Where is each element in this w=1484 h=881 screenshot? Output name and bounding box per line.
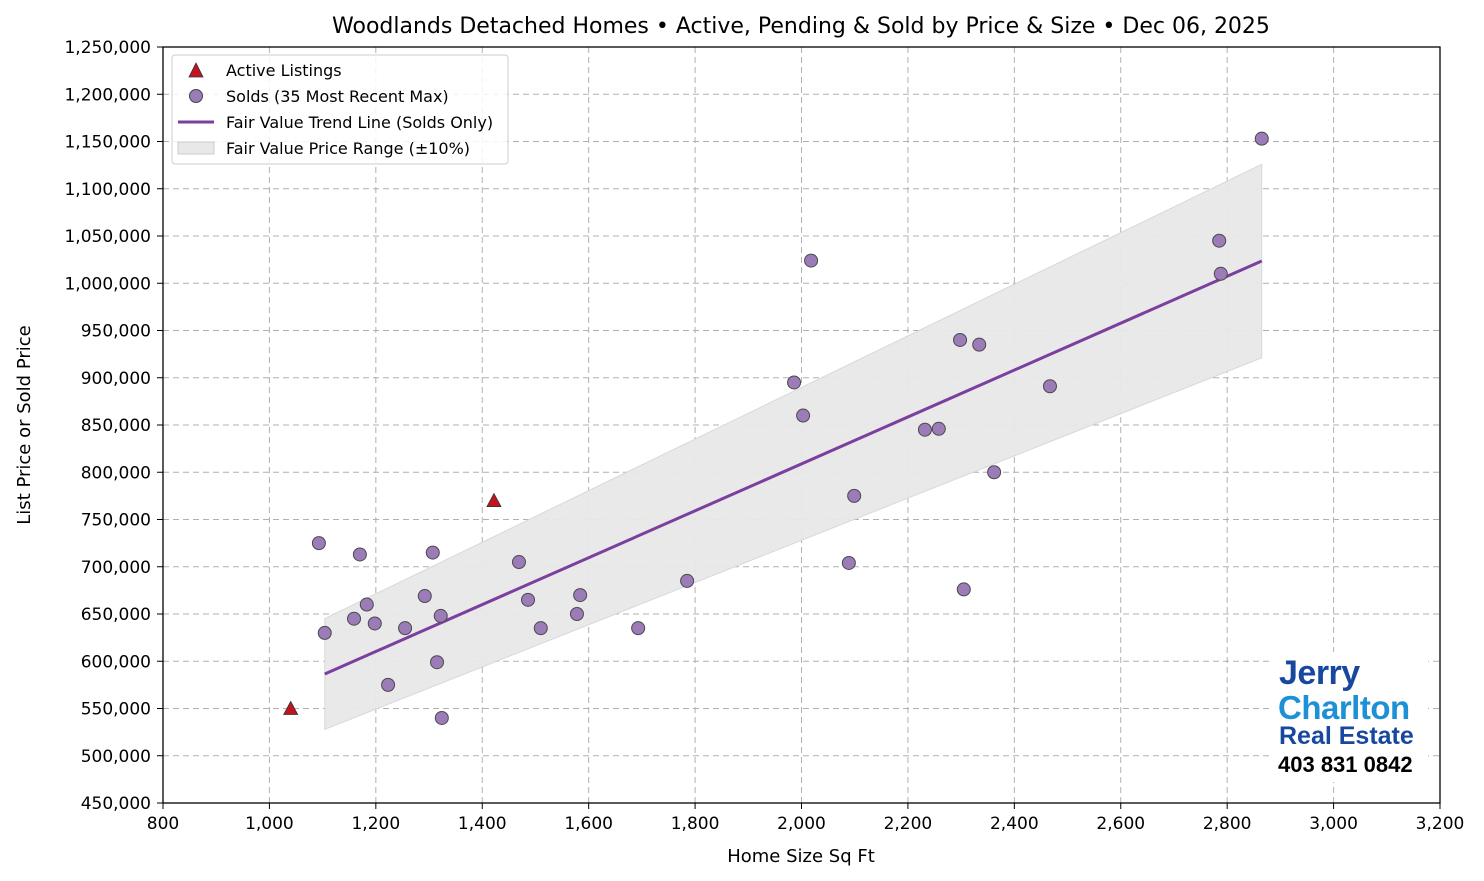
y-tick-label: 750,000 [81, 511, 151, 531]
sold-point [972, 337, 987, 352]
sold-point [347, 611, 362, 626]
x-tick-label: 1,400 [458, 814, 507, 834]
x-tick-label: 800 [147, 814, 179, 834]
sold-point [917, 422, 932, 437]
y-tick-label: 1,250,000 [64, 38, 151, 58]
sold-point [434, 710, 449, 725]
sold-point [680, 573, 695, 588]
sold-point [796, 408, 811, 423]
sold-point [847, 488, 862, 503]
sold-point [573, 588, 588, 603]
sold-point [953, 332, 968, 347]
fair-value-trend-line [324, 259, 1263, 676]
y-tick-label: 1,050,000 [64, 227, 151, 247]
y-tick-label: 850,000 [81, 416, 151, 436]
y-tick-label: 550,000 [81, 700, 151, 720]
legend-circle-icon [189, 89, 203, 103]
sold-point [1042, 379, 1057, 394]
sold-point [841, 555, 856, 570]
ticks: 800 1,000 1,200 1,400 1,600 1,800 2,000 2,200 2,… [64, 38, 1464, 834]
x-tick-label: 1,800 [671, 814, 720, 834]
points [283, 131, 1269, 725]
sold-point [931, 421, 946, 436]
legend-active: Active Listings [226, 61, 342, 80]
sold-point [956, 582, 971, 597]
sold-point [1254, 131, 1269, 146]
sold-point [367, 616, 382, 631]
sold-point [804, 253, 819, 268]
sold-point [533, 621, 548, 636]
x-tick-label: 3,000 [1309, 814, 1358, 834]
legend-band-icon [177, 141, 215, 155]
sold-point [631, 621, 646, 636]
sold-point [1213, 266, 1228, 281]
logo-line2: Charlton [1278, 689, 1410, 726]
sold-point [511, 555, 526, 570]
y-tick-label: 450,000 [81, 794, 151, 814]
sold-point [433, 608, 448, 623]
sold-point [417, 589, 432, 604]
logo-phone: 403 831 0842 [1278, 752, 1413, 777]
y-tick-label: 800,000 [81, 463, 151, 483]
sold-point [787, 375, 802, 390]
legend-trend: Fair Value Trend Line (Solds Only) [226, 113, 493, 132]
sold-point [359, 597, 374, 612]
y-tick-label: 1,150,000 [64, 133, 151, 153]
x-tick-label: 3,200 [1416, 814, 1465, 834]
x-tick-label: 2,800 [1203, 814, 1252, 834]
trend-line-group [324, 259, 1263, 676]
x-tick-label: 1,600 [564, 814, 613, 834]
sold-point [569, 607, 584, 621]
sold-point [430, 655, 445, 670]
x-tick-label: 2,200 [884, 814, 933, 834]
x-tick-label: 1,200 [351, 814, 400, 834]
y-axis-label: List Price or Sold Price [14, 325, 35, 524]
fair-value-band [324, 163, 1263, 731]
x-tick-label: 2,400 [990, 814, 1039, 834]
legend-band: Fair Value Price Range (±10%) [226, 139, 470, 158]
y-tick-label: 950,000 [81, 322, 151, 342]
x-tick-label: 2,600 [1096, 814, 1145, 834]
active-listing-point [283, 700, 299, 715]
y-tick-label: 900,000 [81, 369, 151, 389]
sold-point [521, 592, 536, 607]
sold-point [317, 625, 332, 640]
x-axis-label: Home Size Sq Ft [727, 846, 875, 867]
legend-triangle-icon [188, 62, 204, 78]
fair-value-range-band [324, 163, 1263, 731]
y-tick-label: 650,000 [81, 605, 151, 625]
legend: Active Listings Solds (35 Most Recent Ma… [171, 54, 509, 165]
active-listing-point [486, 492, 502, 508]
logo-line3: Real Estate [1279, 722, 1414, 750]
sold-point [381, 677, 396, 692]
y-tick-label: 1,100,000 [64, 180, 151, 200]
logo: Jerry Charlton Real Estate 403 831 0842 [1272, 652, 1428, 782]
x-tick-label: 1,000 [245, 814, 294, 834]
sold-point [311, 536, 326, 551]
y-tick-label: 1,200,000 [64, 85, 151, 105]
legend-solds: Solds (35 Most Recent Max) [226, 87, 449, 106]
sold-point [352, 547, 367, 562]
y-tick-label: 600,000 [81, 652, 151, 672]
x-tick-label: 2,000 [777, 814, 826, 834]
y-tick-label: 500,000 [81, 747, 151, 767]
sold-point [1212, 233, 1227, 248]
sold-point [425, 545, 440, 560]
sold-point [398, 621, 413, 636]
y-tick-label: 1,000,000 [64, 274, 151, 294]
logo-line1: Jerry [1279, 654, 1360, 692]
y-tick-label: 700,000 [81, 558, 151, 578]
chart-title: Woodlands Detached Homes • Active, Pendi… [332, 14, 1270, 39]
sold-point [987, 465, 1002, 480]
